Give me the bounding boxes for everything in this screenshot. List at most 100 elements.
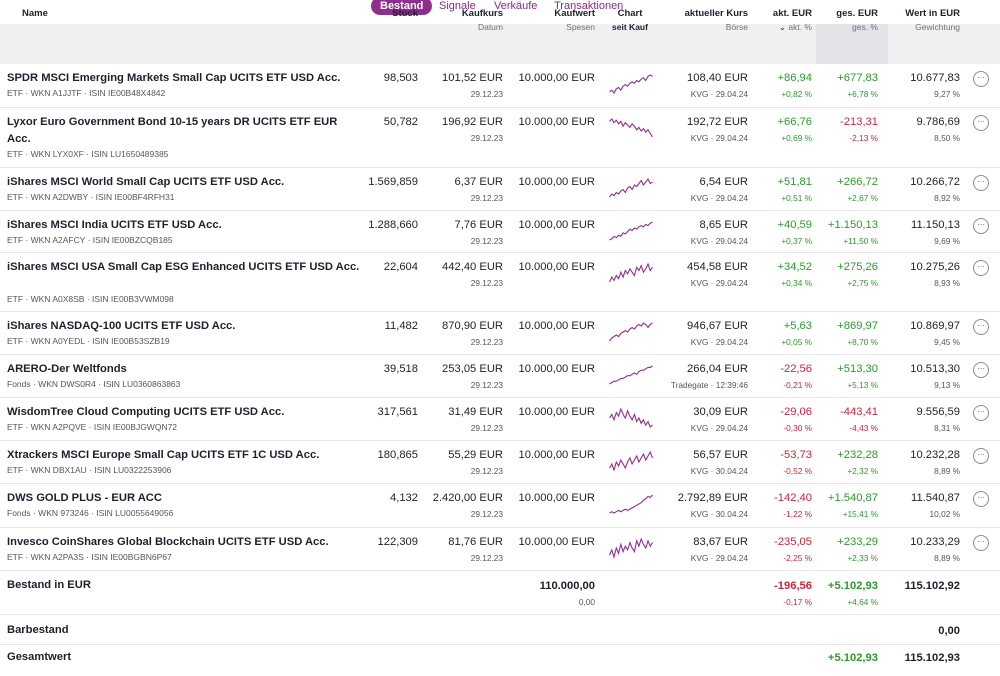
sparkline-line	[609, 221, 653, 241]
sparkline-chart[interactable]	[609, 117, 653, 139]
sparkline-chart[interactable]	[609, 177, 653, 199]
table-row[interactable]: WisdomTree Cloud Computing UCITS ETF USD…	[0, 398, 1000, 441]
holding-kaufwert: 10.000,00 EUR	[518, 492, 596, 504]
more-options-icon[interactable]: ···	[973, 115, 989, 131]
more-options-icon[interactable]: ···	[973, 448, 989, 464]
holding-ges-eur: +1.540,87	[827, 492, 878, 504]
header-kurs[interactable]: aktueller Kurs Börse	[685, 8, 748, 32]
holding-name[interactable]: SPDR MSCI Emerging Markets Small Cap UCI…	[7, 72, 341, 84]
more-options-icon[interactable]: ···	[973, 491, 989, 507]
summary-wert: 115.102,92	[904, 580, 960, 592]
holding-stueck: 4,132	[390, 492, 418, 504]
sparkline-line	[609, 450, 653, 472]
holding-akt-eur: +5,63	[783, 320, 812, 332]
sparkline-chart[interactable]	[609, 73, 653, 95]
holding-name[interactable]: iShares MSCI USA Small Cap ESG Enhanced …	[7, 261, 360, 273]
holding-ges-pct: +5,13 %	[847, 380, 878, 390]
holding-gewichtung: 8,92 %	[934, 193, 960, 203]
holding-stueck: 317,561	[377, 406, 418, 418]
holding-ges-eur: +232,28	[837, 449, 878, 461]
sparkline-chart[interactable]	[609, 407, 653, 429]
holding-wert: 10.677,83	[910, 72, 960, 84]
sparkline-chart[interactable]	[609, 262, 653, 284]
more-options-icon[interactable]: ···	[973, 362, 989, 378]
sparkline-chart[interactable]	[609, 537, 653, 559]
holding-name[interactable]: iShares MSCI India UCITS ETF USD Acc.	[7, 219, 222, 231]
more-options-icon[interactable]: ···	[973, 319, 989, 335]
sparkline-chart[interactable]	[609, 220, 653, 242]
holding-meta: ETF · WKN A2AFCY · ISIN IE00BZCQB185	[7, 235, 173, 245]
summary-barbestand-label: Barbestand	[7, 624, 69, 636]
summary-gesamtwert-label: Gesamtwert	[7, 651, 72, 663]
sparkline-chart[interactable]	[609, 450, 653, 472]
table-row[interactable]: iShares MSCI USA Small Cap ESG Enhanced …	[0, 253, 1000, 312]
header-wert[interactable]: Wert in EUR Gewichtung	[905, 8, 960, 32]
holding-name[interactable]: Invesco CoinShares Global Blockchain UCI…	[7, 536, 329, 548]
more-options-icon[interactable]: ···	[973, 218, 989, 234]
holding-meta: ETF · WKN DBX1AU · ISIN LU0322253906	[7, 465, 172, 475]
holding-boerse: KVG · 29.04.24	[690, 337, 748, 347]
summary-akt-pct: -0,17 %	[783, 597, 812, 607]
table-row[interactable]: Invesco CoinShares Global Blockchain UCI…	[0, 528, 1000, 571]
table-row[interactable]: DWS GOLD PLUS - EUR ACC Fonds · WKN 97324…	[0, 484, 1000, 528]
holding-ges-eur: +275,26	[837, 261, 878, 273]
tab-signale[interactable]: Signale	[439, 0, 476, 12]
sparkline-chart[interactable]	[609, 321, 653, 343]
header-ges[interactable]: ges. EUR ges. %	[836, 8, 878, 32]
header-stueck[interactable]: Stück	[392, 8, 418, 19]
holding-ges-eur: +1.150,13	[827, 219, 878, 231]
table-row[interactable]: Xtrackers MSCI Europe Small Cap UCITS ET…	[0, 441, 1000, 484]
holding-datum: 29.12.23	[470, 466, 503, 476]
header-akt[interactable]: akt. EUR ⌄ akt. %	[773, 8, 812, 33]
holding-kaufkurs: 870,90 EUR	[442, 320, 503, 332]
more-options-icon[interactable]: ···	[973, 260, 989, 276]
header-name[interactable]: Name	[22, 8, 48, 19]
header-akt-sub: akt. %	[788, 22, 812, 32]
holding-ges-pct: -4,43 %	[849, 423, 878, 433]
holding-akt-eur: -29,06	[780, 406, 812, 418]
table-row[interactable]: ARERO-Der Weltfonds Fonds · WKN DWS0R4 · …	[0, 355, 1000, 398]
more-options-icon[interactable]: ···	[973, 175, 989, 191]
holding-wert: 11.540,87	[911, 492, 960, 504]
more-options-icon[interactable]: ···	[973, 535, 989, 551]
holding-ges-pct: +8,70 %	[847, 337, 878, 347]
holding-name[interactable]: Xtrackers MSCI Europe Small Cap UCITS ET…	[7, 449, 320, 461]
holding-kurs: 30,09 EUR	[693, 406, 748, 418]
holding-name[interactable]: iShares NASDAQ-100 UCITS ETF USD Acc.	[7, 320, 236, 332]
more-options-icon[interactable]: ···	[973, 71, 989, 87]
holding-boerse: KVG · 29.04.24	[690, 89, 748, 99]
holding-name[interactable]: Lyxor Euro Government Bond 10-15 years D…	[7, 116, 338, 145]
table-row[interactable]: Lyxor Euro Government Bond 10-15 years D…	[0, 108, 1000, 168]
holding-name[interactable]: iShares MSCI World Small Cap UCITS ETF U…	[7, 176, 285, 188]
holding-datum: 29.12.23	[470, 423, 503, 433]
tab-verkaeufe[interactable]: Verkäufe	[494, 0, 538, 12]
holding-ges-pct: +11,50 %	[843, 236, 878, 246]
holding-gewichtung: 10,02 %	[929, 509, 960, 519]
holding-datum: 29.12.23	[470, 133, 503, 143]
tab-transaktionen[interactable]: Transaktionen	[554, 0, 624, 12]
table-row[interactable]: SPDR MSCI Emerging Markets Small Cap UCI…	[0, 64, 1000, 108]
summary-kaufwert: 110.000,00	[539, 580, 595, 592]
holding-datum: 29.12.23	[470, 337, 503, 347]
holding-datum: 29.12.23	[470, 236, 503, 246]
holding-name[interactable]: DWS GOLD PLUS - EUR ACC	[7, 492, 162, 504]
more-options-icon[interactable]: ···	[973, 405, 989, 421]
header-kaufkurs[interactable]: Kaufkurs Datum	[462, 8, 503, 32]
sparkline-chart[interactable]	[609, 493, 653, 515]
header-kaufwert[interactable]: Kaufwert Spesen	[554, 8, 595, 32]
holding-ges-eur: +677,83	[837, 72, 878, 84]
table-row[interactable]: iShares NASDAQ-100 UCITS ETF USD Acc. ETF…	[0, 312, 1000, 355]
holding-ges-pct: +2,32 %	[847, 466, 878, 476]
holding-datum: 29.12.23	[470, 553, 503, 563]
tab-bestand[interactable]: Bestand	[371, 0, 433, 15]
header-akt-label: akt. EUR	[772, 8, 812, 19]
holding-kaufwert: 10.000,00 EUR	[518, 536, 596, 548]
holding-name[interactable]: ARERO-Der Weltfonds	[7, 363, 127, 375]
holding-name[interactable]: WisdomTree Cloud Computing UCITS ETF USD…	[7, 406, 285, 418]
sparkline-chart[interactable]	[609, 364, 653, 386]
table-row[interactable]: iShares MSCI World Small Cap UCITS ETF U…	[0, 168, 1000, 211]
holding-kaufkurs: 31,49 EUR	[448, 406, 503, 418]
table-row[interactable]: iShares MSCI India UCITS ETF USD Acc. ETF…	[0, 211, 1000, 253]
holding-kaufwert: 10.000,00 EUR	[518, 72, 596, 84]
holding-wert: 10.513,30	[910, 363, 960, 375]
